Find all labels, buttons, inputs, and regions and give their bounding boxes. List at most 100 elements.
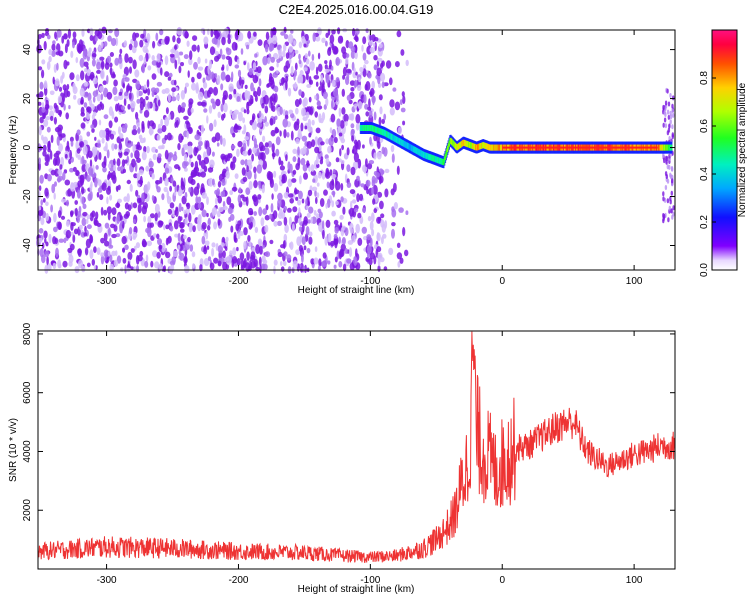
noise-speckle bbox=[215, 242, 219, 252]
noise-speckle bbox=[238, 187, 242, 194]
noise-speckle bbox=[297, 157, 301, 167]
noise-speckle bbox=[211, 247, 215, 257]
noise-speckle bbox=[273, 182, 279, 192]
noise-speckle bbox=[404, 249, 409, 257]
noise-speckle bbox=[181, 102, 186, 109]
noise-speckle bbox=[41, 107, 46, 113]
noise-speckle bbox=[161, 125, 167, 133]
noise-speckle bbox=[36, 44, 42, 54]
noise-speckle bbox=[402, 95, 406, 104]
noise-speckle bbox=[170, 177, 174, 183]
noise-speckle bbox=[373, 111, 377, 121]
noise-speckle bbox=[154, 212, 158, 222]
noise-speckle bbox=[115, 202, 121, 208]
noise-speckle bbox=[66, 39, 70, 47]
noise-speckle bbox=[181, 206, 184, 212]
noise-speckle bbox=[126, 179, 131, 185]
noise-speckle bbox=[251, 122, 257, 131]
noise-speckle bbox=[355, 223, 361, 234]
noise-speckle bbox=[240, 264, 245, 271]
noise-speckle bbox=[141, 63, 146, 74]
trace-core bbox=[667, 144, 670, 151]
noise-speckle bbox=[266, 57, 271, 65]
noise-speckle bbox=[111, 111, 115, 120]
noise-speckle bbox=[107, 185, 111, 191]
noise-speckle bbox=[243, 109, 247, 114]
noise-speckle bbox=[151, 146, 157, 153]
noise-speckle bbox=[323, 189, 328, 196]
noise-speckle bbox=[107, 250, 111, 257]
noise-speckle bbox=[203, 157, 210, 165]
noise-speckle bbox=[260, 217, 265, 227]
noise-speckle bbox=[80, 70, 85, 81]
noise-speckle bbox=[326, 181, 330, 189]
noise-speckle bbox=[92, 96, 96, 103]
noise-speckle bbox=[82, 203, 87, 210]
noise-speckle bbox=[225, 236, 229, 242]
noise-speckle bbox=[331, 29, 336, 35]
noise-speckle bbox=[68, 105, 71, 110]
noise-speckle bbox=[312, 178, 316, 183]
noise-speckle bbox=[314, 111, 319, 118]
noise-speckle bbox=[144, 260, 149, 268]
noise-speckle bbox=[339, 148, 342, 157]
noise-speckle bbox=[169, 225, 174, 232]
noise-speckle bbox=[160, 67, 163, 76]
noise-speckle bbox=[298, 53, 301, 60]
noise-speckle bbox=[227, 207, 233, 215]
noise-speckle bbox=[37, 101, 42, 106]
noise-speckle bbox=[371, 228, 375, 237]
trace-core bbox=[435, 156, 438, 163]
noise-speckle bbox=[264, 147, 270, 155]
noise-speckle bbox=[341, 107, 346, 115]
noise-speckle bbox=[352, 28, 356, 37]
noise-speckle bbox=[256, 164, 263, 174]
noise-speckle bbox=[325, 203, 328, 209]
noise-speckle bbox=[287, 33, 294, 44]
noise-speckle bbox=[313, 75, 320, 80]
noise-speckle bbox=[241, 167, 246, 176]
noise-speckle bbox=[210, 29, 214, 38]
trace-core bbox=[441, 158, 443, 165]
noise-speckle bbox=[375, 172, 380, 178]
noise-speckle bbox=[49, 150, 53, 160]
noise-speckle bbox=[306, 247, 311, 254]
noise-speckle bbox=[200, 124, 205, 134]
noise-speckle bbox=[270, 56, 276, 63]
noise-speckle bbox=[57, 210, 62, 219]
noise-speckle bbox=[320, 74, 324, 83]
noise-speckle bbox=[98, 152, 102, 161]
noise-speckle bbox=[133, 40, 138, 48]
noise-speckle bbox=[368, 98, 371, 108]
noise-speckle bbox=[191, 44, 197, 52]
noise-speckle bbox=[158, 263, 164, 271]
noise-speckle bbox=[295, 107, 299, 115]
noise-speckle bbox=[243, 227, 248, 236]
noise-speckle bbox=[70, 140, 74, 147]
noise-speckle bbox=[37, 237, 43, 243]
noise-speckle bbox=[367, 215, 372, 222]
noise-speckle bbox=[349, 207, 355, 217]
noise-speckle bbox=[148, 160, 154, 168]
noise-speckle bbox=[187, 107, 192, 116]
noise-speckle bbox=[41, 32, 45, 39]
noise-speckle bbox=[111, 233, 117, 239]
noise-speckle bbox=[368, 110, 373, 119]
noise-speckle bbox=[362, 68, 367, 78]
noise-speckle bbox=[307, 189, 313, 197]
noise-speckle bbox=[246, 44, 250, 50]
noise-speckle bbox=[355, 248, 358, 258]
noise-speckle bbox=[109, 133, 115, 140]
noise-speckle bbox=[279, 176, 282, 181]
noise-speckle bbox=[211, 151, 215, 157]
noise-speckle bbox=[317, 52, 321, 60]
noise-speckle bbox=[244, 84, 248, 90]
noise-speckle bbox=[44, 154, 50, 163]
noise-speckle bbox=[216, 32, 221, 38]
noise-speckle bbox=[168, 113, 171, 121]
trace-core bbox=[456, 144, 458, 151]
noise-speckle bbox=[194, 134, 200, 141]
noise-speckle bbox=[109, 62, 113, 68]
noise-speckle bbox=[342, 263, 347, 272]
noise-speckle bbox=[258, 181, 262, 189]
